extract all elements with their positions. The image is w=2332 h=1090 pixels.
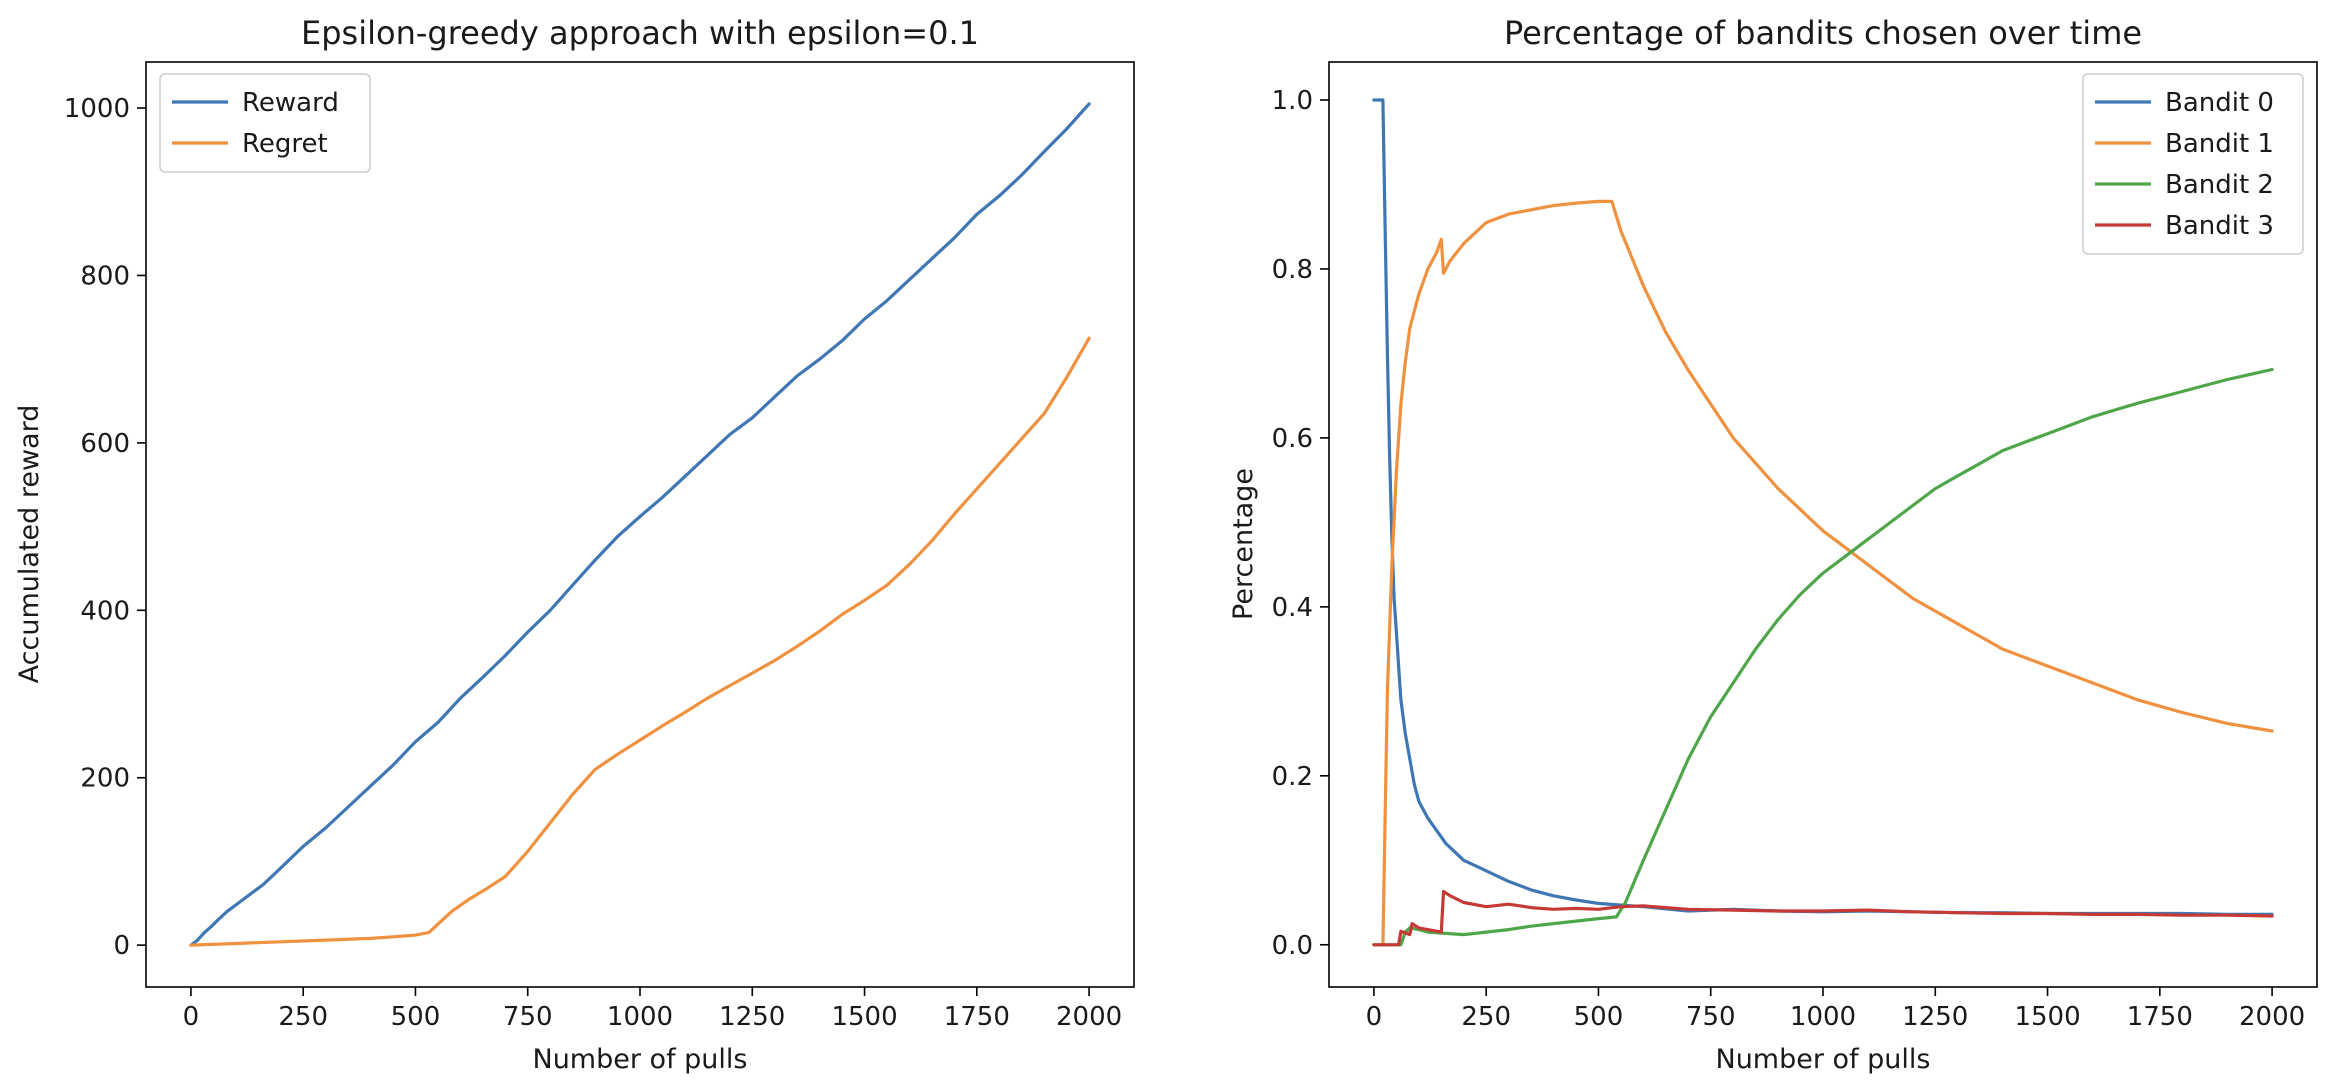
- plot-area: [1372, 98, 2274, 947]
- x-tick-label: 1500: [2014, 1002, 2080, 1032]
- chart-title: Epsilon-greedy approach with epsilon=0.1: [301, 14, 979, 52]
- x-tick-label: 0: [183, 1002, 200, 1032]
- x-tick-label: 2000: [1056, 1002, 1122, 1032]
- x-tick-label: 1000: [607, 1002, 673, 1032]
- x-tick-label: 0: [1366, 1002, 1383, 1032]
- plot-area: [189, 102, 1091, 947]
- y-axis-label: Accumulated reward: [14, 405, 45, 684]
- y-tick-label: 0.2: [1272, 762, 1313, 792]
- x-axis-label: Number of pulls: [533, 1044, 748, 1075]
- chart-reward-regret: Epsilon-greedy approach with epsilon=0.1…: [14, 14, 1135, 1075]
- y-tick-label: 800: [80, 261, 130, 291]
- legend-label-2: Bandit 2: [2165, 170, 2274, 200]
- y-tick-label: 0.0: [1272, 931, 1313, 961]
- series-line-1: [189, 336, 1091, 947]
- chart-bandit-percentages: Percentage of bandits chosen over time N…: [1228, 14, 2318, 1075]
- x-axis-label: Number of pulls: [1716, 1044, 1931, 1075]
- x-tick-label: 1250: [719, 1002, 785, 1032]
- y-tick-label: 0.6: [1272, 424, 1313, 454]
- x-tick-label: 250: [1461, 1002, 1511, 1032]
- y-tick-label: 0.4: [1272, 593, 1313, 623]
- y-tick-label: 400: [80, 596, 130, 626]
- y-tick-label: 1.0: [1272, 86, 1313, 116]
- y-tick-label: 0.8: [1272, 255, 1313, 285]
- legend-label-0: Bandit 0: [2165, 88, 2274, 118]
- x-tick-label: 2000: [2239, 1002, 2305, 1032]
- x-tick-label: 750: [503, 1002, 553, 1032]
- legend-label-3: Bandit 3: [2165, 211, 2274, 241]
- chart-title: Percentage of bandits chosen over time: [1504, 14, 2142, 52]
- x-tick-label: 750: [1686, 1002, 1736, 1032]
- axes-frame: [145, 61, 1135, 988]
- legend-label-1: Regret: [242, 129, 328, 159]
- y-tick-label: 1000: [64, 94, 130, 124]
- ticks: 0 250 500 750 1000 1250 1500 1750 2000 0 200 400 600…: [64, 94, 1122, 1032]
- x-tick-label: 250: [278, 1002, 328, 1032]
- x-tick-label: 1250: [1902, 1002, 1968, 1032]
- y-tick-label: 0: [113, 931, 130, 961]
- legend-label-0: Reward: [242, 88, 339, 118]
- x-tick-label: 1500: [831, 1002, 897, 1032]
- y-axis-label: Percentage: [1228, 468, 1259, 620]
- x-tick-label: 1750: [944, 1002, 1010, 1032]
- legend: Reward Regret: [159, 73, 371, 173]
- series-line-2: [1372, 367, 2274, 947]
- x-tick-label: 1000: [1790, 1002, 1856, 1032]
- ticks: 0 250 500 750 1000 1250 1500 1750 2000 0.0 0.2 0.4 0…: [1272, 86, 2306, 1032]
- legend: Bandit 0 Bandit 1 Bandit 2 Bandit 3: [2082, 73, 2304, 255]
- legend-label-1: Bandit 1: [2165, 129, 2274, 159]
- y-tick-label: 200: [80, 764, 130, 794]
- legend-box: [159, 73, 371, 173]
- series-line-1: [1372, 199, 2274, 947]
- axes-frame: [1328, 61, 2318, 988]
- legend-box: [2082, 73, 2304, 255]
- x-tick-label: 500: [391, 1002, 441, 1032]
- x-tick-label: 1750: [2127, 1002, 2193, 1032]
- series-line-0: [189, 102, 1091, 947]
- series-line-3: [1372, 889, 2274, 947]
- x-tick-label: 500: [1574, 1002, 1624, 1032]
- y-tick-label: 600: [80, 429, 130, 459]
